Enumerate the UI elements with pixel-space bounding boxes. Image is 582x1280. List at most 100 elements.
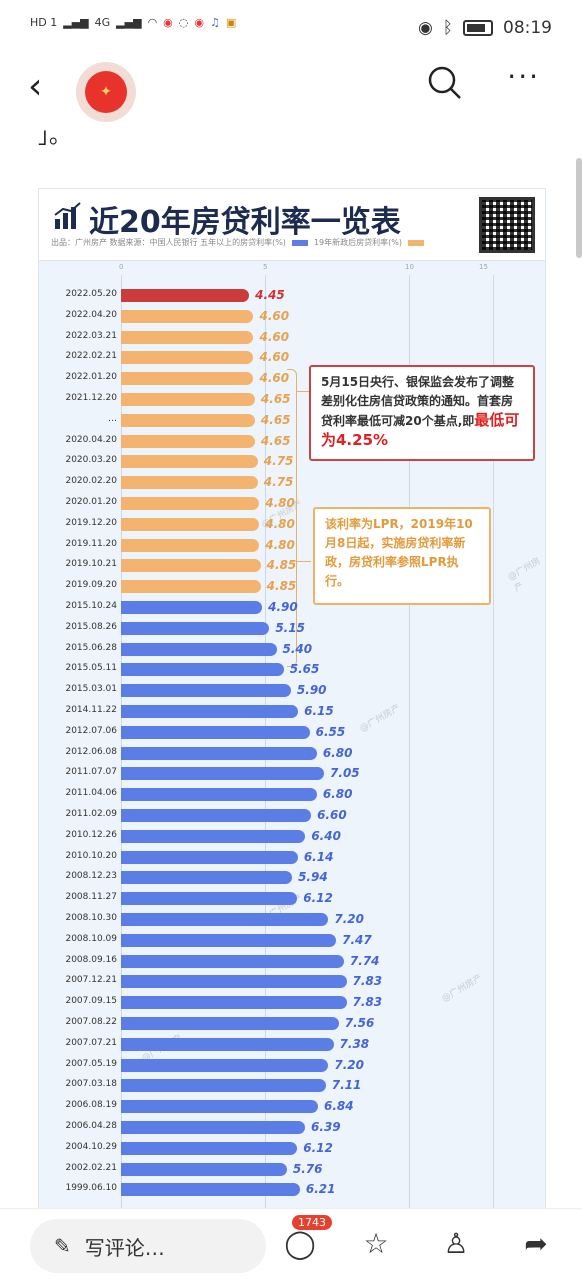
rate-bar (121, 663, 284, 677)
date-label: 2010.10.20 (65, 850, 117, 861)
status-bar: HD 1 ▂▄▆ 4G ▂▄▆ ◠ ◉ ◌ ◉ ♫ ▣ ◉ ᛒ 08:19 (0, 0, 582, 58)
rate-bar (121, 330, 254, 344)
comment-input[interactable]: ✎ 写评论… (30, 1219, 266, 1273)
rate-value-label: 6.14 (303, 849, 334, 864)
rate-value-label: 4.85 (266, 579, 297, 594)
rate-value-label: 7.20 (334, 912, 364, 926)
policy-note-highlight: 最低可为4.25% (321, 411, 520, 449)
rate-bar (121, 892, 298, 906)
rate-bar (121, 767, 325, 781)
rate-value-label: 5.15 (275, 620, 305, 635)
rate-value-label: 6.21 (305, 1182, 336, 1197)
date-label: 2019.11.20 (65, 538, 117, 549)
back-chevron-icon[interactable]: ‹ (28, 66, 43, 107)
comment-count-badge: 1743 (292, 1215, 332, 1230)
date-label: 2007.03.18 (65, 1079, 117, 1090)
card-header: 近20年房贷利率一览表 出品：广州房产 数据来源：中国人民银行 五年以上的房贷利… (39, 189, 545, 261)
date-label: 2022.03.21 (65, 330, 117, 341)
rate-value-label: 6.39 (311, 1120, 341, 1134)
rate-bar (121, 996, 347, 1010)
rate-value-label: 5.65 (289, 662, 320, 677)
date-label: 2008.12.23 (65, 871, 117, 882)
red-envelope-icon[interactable]: ✦ (76, 62, 136, 122)
date-label: 2008.09.16 (65, 954, 117, 965)
rate-bar (121, 684, 291, 698)
rate-value-label: 4.80 (265, 516, 295, 531)
date-label: 2008.10.09 (65, 933, 117, 944)
rate-value-label: 4.65 (260, 392, 291, 406)
date-label: 2019.12.20 (65, 517, 117, 528)
signal-icon: ▂▄▆ (116, 16, 142, 29)
date-label: 2015.10.24 (65, 601, 117, 611)
date-label: 2015.03.01 (65, 684, 117, 695)
date-label: 2014.11.22 (65, 705, 117, 715)
rate-value-label: 7.38 (339, 1036, 370, 1051)
date-label: 2015.05.11 (65, 663, 117, 674)
battery-icon (463, 20, 493, 36)
rate-value-label: 6.12 (303, 1140, 333, 1155)
rate-value-label: 7.11 (331, 1078, 362, 1093)
date-label: 2007.12.21 (65, 975, 117, 986)
weibo-icon: ◉ (194, 16, 204, 29)
rate-bar (121, 642, 277, 656)
rate-value-label: 4.60 (259, 350, 290, 365)
date-label: … (108, 413, 117, 424)
qr-code (479, 197, 535, 253)
date-label: 2015.06.28 (65, 642, 117, 653)
date-label: 1999.06.10 (65, 1183, 117, 1194)
scrollbar[interactable] (576, 158, 582, 258)
rate-bar (121, 829, 306, 843)
rate-value-label: 7.56 (344, 1016, 375, 1030)
tick-label: 10 (405, 263, 414, 271)
date-label: 2006.08.19 (65, 1100, 117, 1111)
watermark: @广州房产 (440, 973, 485, 1005)
card-subtitle: 出品：广州房产 数据来源：中国人民银行 五年以上的房贷利率(%) 19年新政后房… (51, 237, 424, 248)
rate-bar (121, 1100, 318, 1114)
rate-bar (121, 351, 254, 365)
rate-bar (121, 871, 293, 885)
rate-bar (121, 517, 260, 531)
top-nav: ‹ ✦ ··· (0, 58, 582, 122)
more-icon[interactable]: ··· (507, 60, 540, 93)
status-left: HD 1 ▂▄▆ 4G ▂▄▆ ◠ ◉ ◌ ◉ ♫ ▣ (30, 16, 236, 29)
rate-value-label: 5.76 (292, 1161, 323, 1176)
search-icon[interactable] (426, 64, 464, 102)
date-label: 2008.10.30 (65, 913, 117, 923)
subtitle-source: 出品：广州房产 数据来源：中国人民银行 五年以上的房贷利率(%) (51, 238, 286, 247)
wifi-icon: ◠ (147, 16, 158, 29)
date-label: 2012.06.08 (65, 746, 117, 757)
rate-bar (121, 705, 299, 718)
rate-value-label: 7.20 (334, 1057, 364, 1072)
rate-bar (121, 809, 312, 822)
rate-value-label: 5.94 (298, 870, 328, 885)
star-icon[interactable]: ☆ (363, 1226, 389, 1260)
tick-label: 5 (263, 263, 268, 271)
rate-bar (121, 393, 255, 406)
comment-placeholder: 写评论… (84, 1235, 165, 1260)
rate-value-label: 7.47 (342, 932, 372, 947)
rate-value-label: 7.05 (330, 766, 360, 781)
rate-bar (121, 476, 258, 490)
rate-value-label: 4.65 (260, 412, 291, 427)
rate-value-label: 4.80 (265, 537, 295, 552)
rate-value-label: 4.75 (263, 475, 294, 490)
date-label: 2004.10.29 (65, 1141, 117, 1152)
thumbs-up-icon[interactable]: ♙ (443, 1226, 469, 1260)
rate-value-label: 7.74 (349, 953, 380, 968)
quote-text: 」。 (38, 124, 72, 149)
grid-line (409, 275, 410, 1219)
rate-value-label: 4.80 (265, 496, 295, 510)
date-label: 2022.05.20 (65, 289, 117, 299)
legend-2019: 19年新政后房贷利率(%) (313, 238, 402, 247)
bar-chart-icon (54, 202, 81, 229)
clock: 08:19 (503, 18, 552, 38)
bracket-pointer (297, 561, 311, 562)
date-label: 2008.11.27 (65, 892, 117, 903)
rate-bar (121, 372, 254, 386)
rate-value-label: 4.90 (268, 600, 298, 614)
rate-bar (121, 538, 260, 552)
rate-value-label: 6.12 (303, 891, 333, 906)
rate-value-label: 4.65 (260, 433, 291, 448)
comment-bubble-icon[interactable]: ◯ (284, 1226, 316, 1260)
share-icon[interactable]: ➦ (524, 1226, 548, 1260)
